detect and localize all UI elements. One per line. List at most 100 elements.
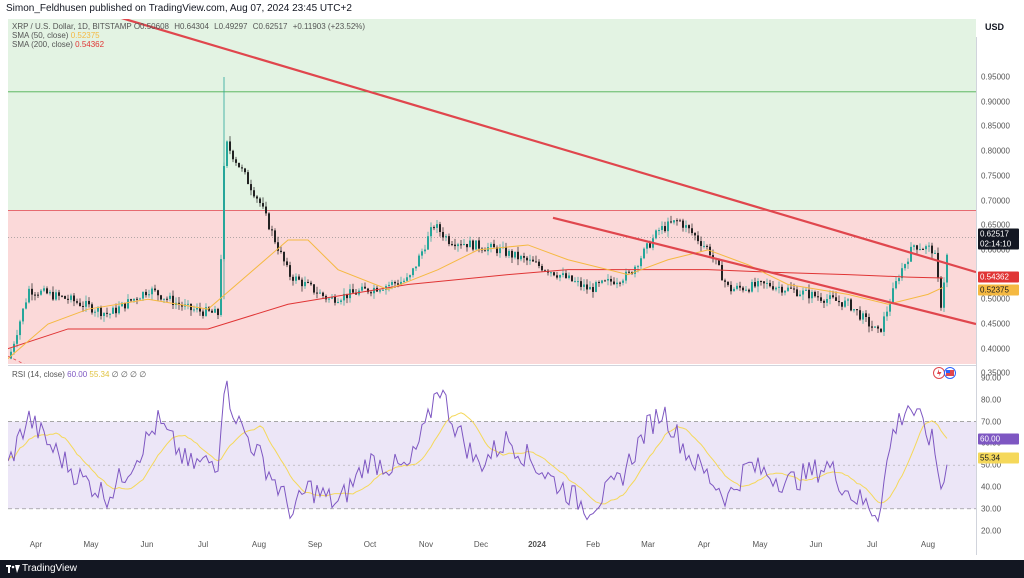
candle-body: [472, 240, 474, 250]
candle-body: [574, 281, 576, 283]
candle-body: [121, 302, 123, 307]
change-value: +0.11903 (+23.52%): [292, 22, 366, 31]
rsi-tick: 80.00: [981, 395, 1002, 405]
candle-body: [469, 240, 471, 248]
candle-body: [565, 273, 567, 279]
rsi-pane[interactable]: [8, 367, 976, 533]
candle-body: [190, 303, 192, 311]
candle-body: [64, 296, 66, 299]
rsi-chart-svg[interactable]: [8, 367, 976, 533]
candle-body: [640, 258, 642, 267]
candle-body: [394, 282, 396, 284]
candle-body: [205, 307, 207, 316]
candle-body: [466, 244, 468, 248]
candle-body: [214, 308, 216, 313]
time-tick: Feb: [586, 540, 600, 549]
candle-body: [703, 245, 705, 247]
candle-body: [538, 261, 540, 267]
candle-body: [232, 150, 234, 160]
candle-body: [253, 190, 255, 197]
candle-body: [202, 311, 204, 316]
candle-body: [727, 281, 729, 285]
candle-body: [346, 293, 348, 299]
time-tick: Jun: [140, 540, 154, 549]
candle-body: [721, 264, 723, 281]
candle-body: [736, 285, 738, 289]
candle-body: [754, 282, 756, 287]
pane-separator[interactable]: [8, 365, 976, 366]
currency-label[interactable]: USD: [985, 22, 1005, 32]
price-legend: XRP / U.S. Dollar, 1D, BITSTAMP O0.50608…: [12, 22, 368, 49]
candle-body: [427, 236, 429, 250]
price-tick: 0.70000: [981, 196, 1010, 205]
rsi-label: RSI (14, close): [12, 370, 65, 379]
candle-body: [700, 241, 702, 246]
candle-body: [733, 288, 735, 292]
candle-body: [781, 286, 783, 293]
price-pane[interactable]: [8, 19, 976, 364]
time-axis[interactable]: Apr May Jun Jul Aug Sep Oct Nov Dec 2024 Feb Mar Apr…: [8, 540, 976, 554]
sma200-legend[interactable]: SMA (200, close) 0.54362: [12, 40, 368, 49]
candle-body: [445, 236, 447, 238]
candle-body: [901, 268, 903, 279]
candle-body: [301, 279, 303, 287]
candle-body: [868, 317, 870, 327]
candle-body: [598, 282, 600, 284]
candle-body: [877, 326, 879, 329]
price-tick: 0.60000: [981, 245, 1010, 255]
candle-body: [490, 243, 492, 248]
candle-body: [919, 248, 921, 250]
candle-body: [286, 261, 288, 266]
candle-body: [127, 299, 129, 309]
time-tick: Nov: [418, 540, 434, 549]
news-flag-icon[interactable]: [933, 366, 959, 380]
candle-body: [556, 275, 558, 278]
candle-body: [889, 303, 891, 312]
candle-body: [616, 282, 618, 285]
candle-body: [655, 230, 657, 239]
candle-body: [433, 227, 435, 229]
candle-body: [388, 284, 390, 287]
candle-body: [352, 289, 354, 293]
rsi-axis[interactable]: 90.00 80.00 70.00 60.00 50.00 40.00 30.00 20.00…: [977, 367, 1024, 535]
time-tick: Aug: [920, 540, 936, 549]
candle-body: [805, 289, 807, 291]
rsi-legend-value: 60.00: [67, 370, 88, 379]
sma50-legend[interactable]: SMA (50, close) 0.52375: [12, 31, 368, 40]
time-tick: Dec: [473, 540, 489, 549]
candle-body: [511, 250, 513, 258]
candle-body: [820, 297, 822, 301]
candle-body: [529, 259, 531, 261]
candle-body: [811, 291, 813, 299]
candle-body: [922, 248, 924, 250]
candle-body: [775, 287, 777, 290]
candle-body: [829, 295, 831, 300]
time-tick: Apr: [29, 540, 43, 549]
candle-body: [424, 249, 426, 252]
candle-body: [34, 294, 36, 296]
candle-body: [712, 255, 714, 259]
candle-body: [67, 298, 69, 300]
candle-body: [271, 229, 273, 231]
candle-body: [226, 141, 228, 167]
chart-frame[interactable]: XRP / U.S. Dollar, 1D, BITSTAMP O0.50608…: [0, 18, 1024, 558]
bullish-zone: [8, 19, 976, 211]
candle-body: [499, 247, 501, 254]
candle-body: [421, 251, 423, 256]
candle-body: [406, 277, 408, 281]
candle-body: [37, 294, 39, 296]
price-axis[interactable]: 0.95000 0.90000 0.85000 0.80000 0.75000 0.700…: [977, 19, 1024, 378]
candle-body: [70, 295, 72, 300]
candle-body: [460, 244, 462, 246]
rsi-value-tag: 60.00: [978, 433, 1019, 445]
candle-body: [637, 266, 639, 268]
candle-body: [526, 257, 528, 261]
candle-body: [823, 300, 825, 303]
candle-body: [181, 304, 183, 307]
candle-body: [112, 307, 114, 314]
candle-body: [796, 289, 798, 297]
price-tick: 0.50000: [981, 294, 1010, 304]
candle-body: [601, 280, 603, 283]
price-chart-svg[interactable]: [8, 19, 976, 364]
candle-body: [562, 273, 564, 275]
